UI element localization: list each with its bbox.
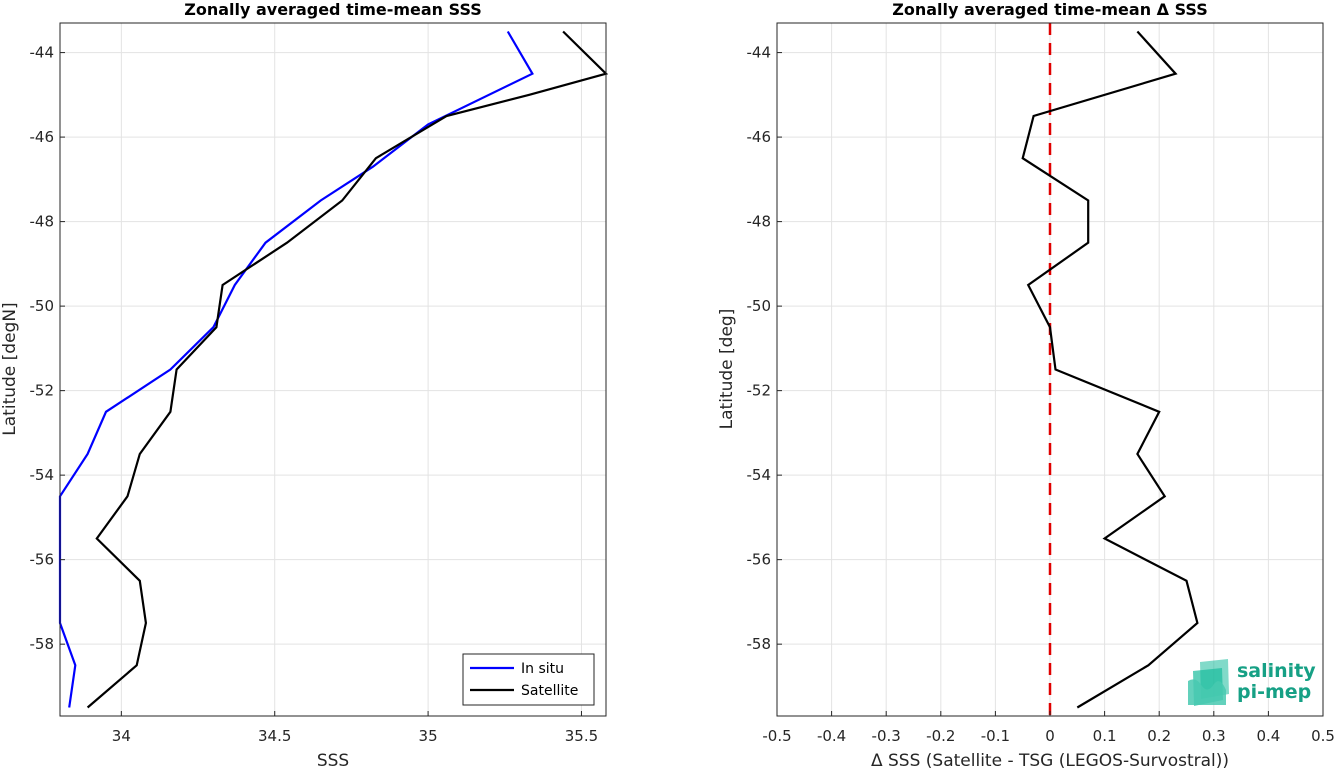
delta-sss-x-tick-label: -0.3 (872, 727, 901, 745)
sss-x-tick-label: 34.5 (258, 727, 291, 745)
legend-satellite-label: Satellite (521, 683, 578, 699)
sss-y-tick-label: -56 (30, 551, 55, 569)
delta-sss-y-tick-label: -54 (747, 466, 772, 484)
delta-sss-y-tick-label: -46 (747, 128, 772, 146)
delta-sss-axes: -0.5 -0.4 -0.3 -0.2 -0.1 0 0.1 0.2 0.3 0.4 0.5 -44… (717, 0, 1335, 769)
sss-y-tick-label: -50 (30, 297, 55, 315)
delta-sss-x-tick-label: 0 (1045, 727, 1055, 745)
sss-y-tick-label: -46 (30, 128, 55, 146)
delta-sss-x-tick-label: -0.5 (762, 727, 791, 745)
sss-y-tick-label: -58 (30, 635, 55, 653)
logo-text-line2: pi-mep (1237, 681, 1311, 703)
delta-sss-y-tick-label: -52 (747, 382, 772, 400)
delta-sss-x-tick-label: 0.1 (1093, 727, 1117, 745)
sss-chart-title: Zonally averaged time-mean SSS (184, 0, 482, 19)
delta-sss-y-ticks: -44 -46 -48 -50 -52 -54 -56 -58 (747, 44, 782, 653)
delta-sss-y-tick-label: -44 (747, 44, 772, 62)
sss-y-tick-label: -44 (30, 44, 55, 62)
sss-x-tick-label: 34 (112, 727, 131, 745)
sss-y-tick-label: -54 (30, 466, 55, 484)
delta-sss-x-tick-label: -0.1 (981, 727, 1010, 745)
delta-sss-y-tick-label: -58 (747, 635, 772, 653)
logo-mark-icon (1188, 659, 1229, 706)
sss-axes-box (59, 22, 607, 717)
delta-sss-x-tick-label: -0.2 (926, 727, 955, 745)
sss-y-tick-label: -48 (30, 213, 55, 231)
legend-in-situ-label: In situ (521, 661, 564, 677)
delta-sss-y-tick-label: -56 (747, 551, 772, 569)
sss-grid (60, 23, 606, 716)
salinity-pi-mep-logo: salinity pi-mep (1188, 659, 1316, 706)
sss-axes: 34 34.5 35 35.5 -44 -46 -48 -50 -52 -54 -56 -58 Zo… (0, 0, 609, 769)
logo-text-line1: salinity (1237, 660, 1316, 682)
sss-x-tick-label: 35.5 (565, 727, 598, 745)
sss-y-tick-label: -52 (30, 382, 55, 400)
delta-sss-y-axis-label: Latitude [deg] (717, 309, 737, 430)
sss-x-tick-label: 35 (419, 727, 438, 745)
sss-x-axis-label: SSS (317, 751, 349, 769)
delta-sss-x-ticks: -0.5 -0.4 -0.3 -0.2 -0.1 0 0.1 0.2 0.3 0.4 0.5 (762, 711, 1335, 745)
delta-sss-x-tick-label: 0.5 (1311, 727, 1335, 745)
sss-y-ticks: -44 -46 -48 -50 -52 -54 -56 -58 (30, 44, 65, 653)
sss-x-ticks: 34 34.5 35 35.5 (112, 711, 598, 745)
delta-sss-x-tick-label: 0.4 (1256, 727, 1280, 745)
delta-sss-y-tick-label: -50 (747, 297, 772, 315)
delta-sss-y-tick-label: -48 (747, 213, 772, 231)
legend-box (462, 653, 595, 706)
delta-sss-x-tick-label: -0.4 (817, 727, 846, 745)
delta-sss-series-0-line (1021, 30, 1199, 709)
delta-sss-x-tick-label: 0.3 (1202, 727, 1226, 745)
sss-y-axis-label: Latitude [degN] (0, 302, 20, 435)
delta-sss-x-tick-label: 0.2 (1147, 727, 1171, 745)
delta-sss-series (1021, 30, 1199, 709)
sss-legend: In situ Satellite (462, 653, 595, 706)
delta-sss-chart-title: Zonally averaged time-mean Δ SSS (892, 0, 1208, 19)
delta-sss-x-axis-label: Δ SSS (Satellite - TSG (LEGOS-Survostral… (871, 751, 1229, 769)
sss-plot-area (60, 23, 606, 716)
sss-satellite-line (86, 30, 609, 709)
